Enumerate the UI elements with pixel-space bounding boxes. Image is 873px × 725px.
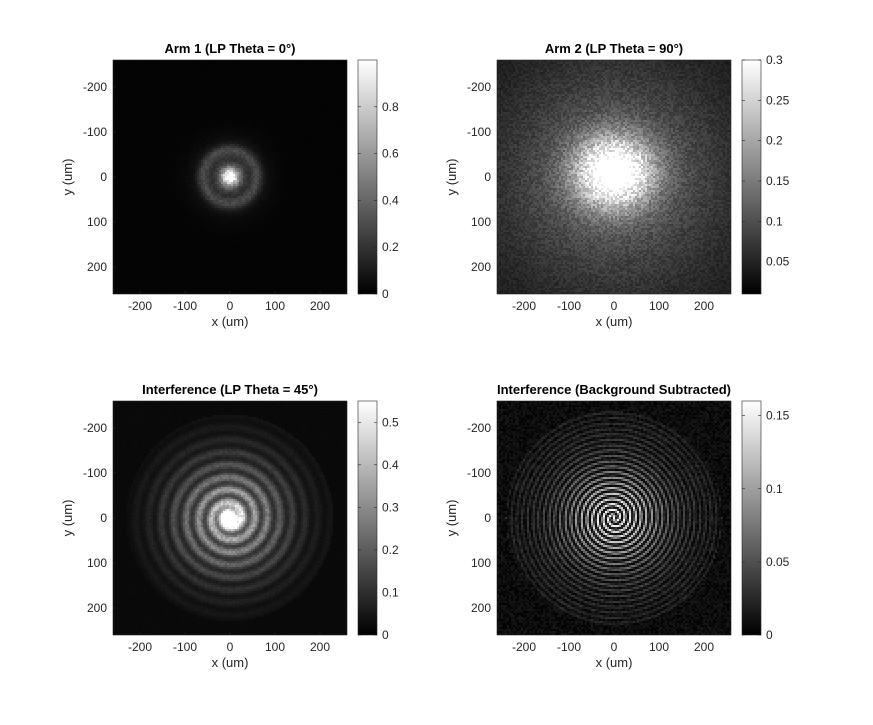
x-tick-label: 0	[227, 640, 234, 654]
x-tick-label: -100	[173, 640, 197, 654]
colorbar-tick-label: 0.4	[382, 458, 399, 472]
colorbar-tick-label: 0.2	[382, 543, 399, 557]
y-axis-label: y (um)	[444, 500, 459, 537]
colorbar	[741, 59, 762, 295]
heatmap-image	[497, 60, 731, 294]
x-tick-label: -100	[557, 640, 581, 654]
x-axis-label: x (um)	[596, 655, 633, 670]
y-tick-label: -200	[83, 421, 107, 435]
x-axis-label: x (um)	[596, 314, 633, 329]
y-tick-label: -200	[467, 80, 491, 94]
chart-panel-2: -200 -100 0 100 200 -200 -100 0 100 200 Arm 2 (LP …	[444, 41, 790, 329]
y-tick-label: 0	[100, 511, 107, 525]
colorbar-tick-label: 0.1	[766, 482, 783, 496]
y-tick-label: -200	[83, 80, 107, 94]
x-tick-label: 0	[227, 299, 234, 313]
x-tick-label: 0	[611, 299, 618, 313]
heatmap-image	[113, 60, 347, 294]
colorbar-tick-label: 0.2	[766, 134, 783, 148]
x-tick-label: -100	[557, 299, 581, 313]
colorbar-tick-label: 0.1	[382, 585, 399, 599]
x-tick-label: 100	[265, 640, 285, 654]
y-tick-label: 100	[87, 215, 107, 229]
chart-title: Interference (LP Theta = 45°)	[142, 382, 318, 397]
x-tick-label: 200	[694, 299, 714, 313]
x-tick-label: -100	[173, 299, 197, 313]
colorbar-tick-label: 0.15	[766, 174, 790, 188]
heatmap-image	[113, 401, 347, 635]
x-tick-label: 200	[310, 299, 330, 313]
colorbar-tick-label: 0.8	[382, 100, 399, 114]
y-tick-label: 100	[471, 556, 491, 570]
y-tick-label: 100	[471, 215, 491, 229]
y-tick-label: 200	[471, 601, 491, 615]
y-tick-label: 0	[484, 511, 491, 525]
colorbar	[741, 400, 762, 636]
y-axis-label: y (um)	[60, 500, 75, 537]
x-tick-label: 200	[694, 640, 714, 654]
chart-title: Interference (Background Subtracted)	[497, 382, 731, 397]
x-tick-label: 200	[310, 640, 330, 654]
x-tick-label: -200	[128, 299, 152, 313]
y-tick-label: 0	[484, 170, 491, 184]
y-axis-label: y (um)	[60, 159, 75, 196]
chart-panel-4: -200 -100 0 100 200 -200 -100 0 100 200 Interferen…	[444, 382, 790, 670]
colorbar-tick-label: 0	[382, 287, 389, 301]
y-tick-label: 100	[87, 556, 107, 570]
x-tick-label: 0	[611, 640, 618, 654]
colorbar-tick-label: 0.25	[766, 93, 790, 107]
colorbar-tick-label: 0.15	[766, 409, 790, 423]
y-tick-label: -200	[467, 421, 491, 435]
x-tick-label: 100	[649, 640, 669, 654]
x-axis-label: x (um)	[212, 655, 249, 670]
colorbar-tick-label: 0.05	[766, 255, 790, 269]
chart-panel-3: -200 -100 0 100 200 -200 -100 0 100 200 Interferen…	[60, 382, 399, 670]
colorbar-tick-label: 0.5	[382, 415, 399, 429]
chart-title: Arm 1 (LP Theta = 0°)	[164, 41, 295, 56]
y-tick-label: -100	[467, 466, 491, 480]
colorbar-tick-label: 0.3	[382, 500, 399, 514]
colorbar-tick-label: 0.2	[382, 240, 399, 254]
y-tick-label: 200	[471, 260, 491, 274]
colorbar-tick-label: 0.4	[382, 193, 399, 207]
heatmap-image	[497, 401, 731, 635]
colorbar	[357, 59, 378, 295]
colorbar-tick-label: 0.3	[766, 53, 783, 67]
y-tick-label: 200	[87, 601, 107, 615]
y-tick-label: 0	[100, 170, 107, 184]
x-tick-label: -200	[128, 640, 152, 654]
chart-panel-1: -200 -100 0 100 200 -200 -100 0 100 200 Arm 1 (LP …	[60, 41, 399, 329]
x-tick-label: -200	[512, 299, 536, 313]
y-tick-label: -100	[83, 466, 107, 480]
colorbar-tick-label: 0.05	[766, 555, 790, 569]
chart-title: Arm 2 (LP Theta = 90°)	[545, 41, 683, 56]
colorbar-tick-label: 0.1	[766, 214, 783, 228]
y-tick-label: -100	[467, 125, 491, 139]
x-tick-label: 100	[265, 299, 285, 313]
x-axis-label: x (um)	[212, 314, 249, 329]
colorbar-tick-label: 0	[382, 628, 389, 642]
x-tick-label: 100	[649, 299, 669, 313]
y-tick-label: 200	[87, 260, 107, 274]
x-tick-label: -200	[512, 640, 536, 654]
y-tick-label: -100	[83, 125, 107, 139]
colorbar-tick-label: 0.6	[382, 147, 399, 161]
y-axis-label: y (um)	[444, 159, 459, 196]
colorbar-tick-label: 0	[766, 628, 773, 642]
colorbar	[357, 400, 378, 636]
